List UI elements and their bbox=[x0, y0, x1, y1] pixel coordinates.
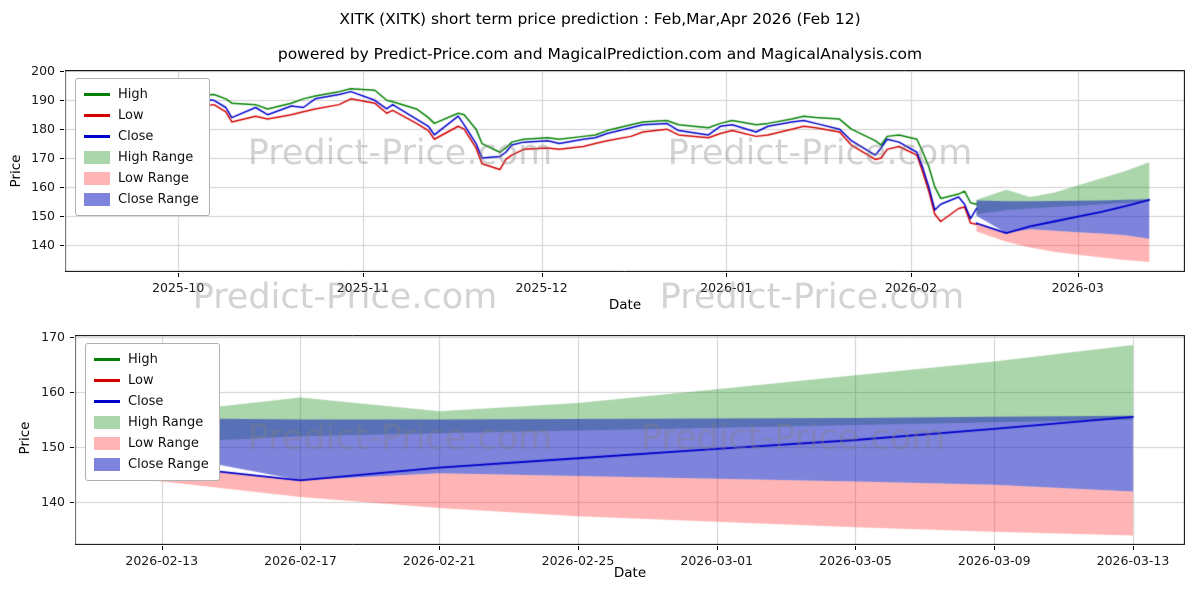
close-line-swatch bbox=[84, 135, 110, 138]
close-line-swatch bbox=[94, 400, 120, 403]
tick-mark bbox=[70, 502, 74, 504]
y-tick-label: 190 bbox=[31, 92, 55, 108]
y-tick-label: 180 bbox=[31, 121, 55, 137]
legend-label: Close bbox=[118, 129, 154, 144]
top-chart-x-axis-label: Date bbox=[608, 297, 642, 313]
tick-mark bbox=[541, 273, 543, 277]
tick-mark bbox=[60, 215, 64, 217]
legend-entry: Close bbox=[94, 391, 209, 412]
low-range-swatch bbox=[94, 437, 120, 450]
tick-mark bbox=[161, 546, 163, 550]
legend-entry: High Range bbox=[84, 147, 199, 168]
top-chart-plot-area: High Low Close High Range Low Range Close Ran… bbox=[65, 70, 1185, 272]
y-tick-label: 170 bbox=[41, 328, 65, 344]
legend-label: Low Range bbox=[128, 436, 199, 451]
bottom-chart-plot-area: High Low Close High Range Low Range Close Ran… bbox=[75, 335, 1185, 545]
tick-mark bbox=[70, 391, 74, 393]
legend-label: Low bbox=[118, 108, 144, 123]
x-tick-label: 2025-12 bbox=[515, 280, 568, 295]
tick-mark bbox=[726, 273, 728, 277]
x-tick-label: 2026-03-13 bbox=[1096, 553, 1170, 568]
figure-title: XITK (XITK) short term price prediction … bbox=[339, 10, 861, 28]
high-line-swatch bbox=[84, 93, 110, 96]
top-chart-legend: High Low Close High Range Low Range Close Ran… bbox=[75, 78, 210, 216]
bottom-chart-x-axis-label: Date bbox=[613, 565, 647, 581]
legend-label: Close Range bbox=[118, 192, 199, 207]
y-tick-label: 160 bbox=[41, 383, 65, 399]
legend-entry: Low Range bbox=[94, 433, 209, 454]
y-tick-label: 140 bbox=[31, 236, 55, 252]
y-tick-label: 160 bbox=[31, 178, 55, 194]
y-tick-label: 200 bbox=[31, 63, 55, 79]
y-tick-label: 150 bbox=[41, 439, 65, 455]
x-tick-label: 2025-11 bbox=[336, 280, 389, 295]
legend-label: High bbox=[128, 352, 158, 367]
legend-label: High bbox=[118, 87, 148, 102]
top-chart-canvas bbox=[65, 70, 1185, 272]
x-tick-label: 2026-03-01 bbox=[680, 553, 754, 568]
tick-mark bbox=[910, 273, 912, 277]
x-tick-label: 2026-03 bbox=[1051, 280, 1104, 295]
legend-entry: Close Range bbox=[94, 454, 209, 475]
legend-label: High Range bbox=[128, 415, 204, 430]
x-tick-label: 2026-02-17 bbox=[264, 553, 337, 568]
tick-mark bbox=[1077, 273, 1079, 277]
legend-label: Close bbox=[128, 394, 164, 409]
tick-mark bbox=[60, 186, 64, 188]
x-tick-label: 2026-03-09 bbox=[957, 553, 1031, 568]
tick-mark bbox=[577, 546, 579, 550]
close-range-swatch bbox=[84, 193, 110, 206]
tick-mark bbox=[60, 71, 64, 73]
low-line-swatch bbox=[84, 114, 110, 117]
high-range-swatch bbox=[94, 416, 120, 429]
x-tick-label: 2026-01 bbox=[700, 280, 753, 295]
tick-mark bbox=[1132, 546, 1134, 550]
tick-mark bbox=[994, 546, 996, 550]
close-range-swatch bbox=[94, 458, 120, 471]
tick-mark bbox=[70, 336, 74, 338]
low-range-swatch bbox=[84, 172, 110, 185]
tick-mark bbox=[60, 158, 64, 159]
tick-mark bbox=[300, 546, 302, 550]
legend-label: Close Range bbox=[128, 457, 209, 472]
tick-mark bbox=[716, 546, 718, 550]
y-tick-label: 140 bbox=[41, 494, 65, 510]
tick-mark bbox=[60, 129, 64, 131]
legend-label: Low bbox=[128, 373, 154, 388]
legend-entry: Low bbox=[94, 370, 209, 391]
low-line-swatch bbox=[94, 379, 120, 382]
legend-entry: Close Range bbox=[84, 189, 199, 210]
x-tick-label: 2026-02-25 bbox=[541, 553, 615, 568]
legend-label: High Range bbox=[118, 150, 194, 165]
legend-entry: Low bbox=[84, 105, 199, 126]
tick-mark bbox=[60, 244, 64, 246]
x-tick-label: 2026-02 bbox=[884, 280, 938, 295]
tick-mark bbox=[855, 546, 857, 550]
y-tick-label: 170 bbox=[31, 150, 55, 165]
tick-mark bbox=[178, 273, 180, 277]
legend-entry: Close bbox=[84, 126, 199, 147]
y-tick-label: 150 bbox=[31, 207, 55, 223]
legend-label: Low Range bbox=[118, 171, 189, 186]
x-tick-label: 2026-02-21 bbox=[402, 553, 476, 568]
x-tick-label: 2026-02-13 bbox=[125, 553, 199, 568]
bottom-chart-canvas bbox=[75, 335, 1185, 545]
tick-mark bbox=[362, 273, 364, 277]
figure-subtitle: powered by Predict-Price.com and Magical… bbox=[277, 45, 923, 63]
tick-mark bbox=[439, 546, 441, 550]
legend-entry: High bbox=[94, 349, 209, 370]
legend-entry: High bbox=[84, 84, 199, 105]
bottom-chart-legend: High Low Close High Range Low Range Close Ran… bbox=[85, 343, 220, 481]
high-range-swatch bbox=[84, 151, 110, 164]
legend-entry: High Range bbox=[94, 412, 209, 433]
legend-entry: Low Range bbox=[84, 168, 199, 189]
x-tick-label: 2025-10 bbox=[152, 280, 205, 295]
x-tick-label: 2026-03-05 bbox=[819, 553, 892, 568]
tick-mark bbox=[60, 100, 64, 102]
high-line-swatch bbox=[94, 358, 120, 361]
tick-mark bbox=[70, 447, 74, 449]
